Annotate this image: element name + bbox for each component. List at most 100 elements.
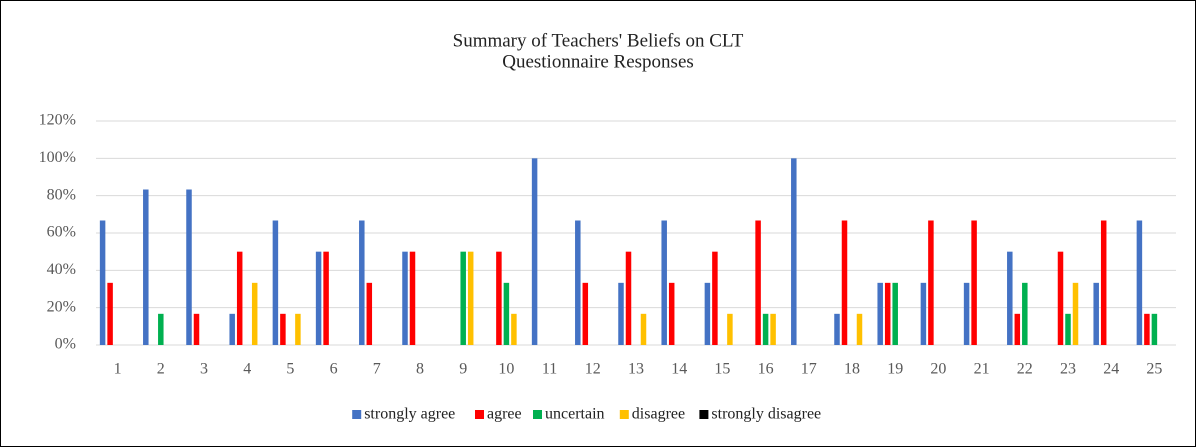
bar — [1072, 282, 1079, 345]
y-tick-label: 100% — [39, 149, 76, 166]
x-tick-label: 22 — [1017, 361, 1033, 378]
bar — [625, 251, 632, 345]
x-tick-label: 16 — [758, 361, 774, 378]
legend-swatch — [475, 410, 484, 419]
legend-label: disagree — [632, 406, 685, 423]
bar — [1144, 313, 1150, 345]
bar — [834, 313, 840, 345]
chart-title: Summary of Teachers' Beliefs on CLT — [453, 30, 744, 51]
bar — [158, 313, 164, 345]
bar — [920, 282, 927, 345]
bar — [503, 282, 510, 345]
bar — [1136, 220, 1143, 345]
bar — [99, 220, 106, 345]
bar — [884, 282, 891, 345]
bar — [1022, 282, 1028, 345]
bar — [402, 251, 408, 345]
bar — [575, 220, 581, 345]
y-tick-label: 80% — [47, 186, 76, 203]
bar — [892, 282, 898, 345]
bar — [661, 220, 667, 345]
bar — [496, 251, 502, 345]
bar — [251, 282, 258, 345]
bar — [971, 220, 977, 345]
x-tick-label: 11 — [542, 361, 557, 378]
x-tick-label: 3 — [200, 361, 208, 378]
legend-label: strongly agree — [364, 406, 455, 423]
bar — [640, 313, 647, 345]
bar — [511, 313, 517, 345]
bar — [366, 282, 373, 345]
x-tick-label: 23 — [1060, 361, 1076, 378]
y-tick-label: 120% — [39, 112, 76, 129]
y-tick-label: 0% — [55, 336, 76, 353]
bar — [762, 313, 769, 345]
y-tick-label: 40% — [47, 261, 76, 278]
bar — [712, 251, 718, 345]
bar — [467, 251, 474, 345]
x-tick-label: 6 — [330, 361, 338, 378]
bar — [877, 282, 883, 345]
x-tick-label: 24 — [1103, 361, 1119, 378]
x-tick-label: 8 — [416, 361, 424, 378]
bar — [928, 220, 934, 345]
x-tick-label: 19 — [887, 361, 903, 378]
y-tick-label: 20% — [47, 298, 76, 315]
x-tick-label: 21 — [974, 361, 990, 378]
bar — [143, 189, 149, 345]
legend-label: agree — [487, 406, 522, 423]
bar — [359, 220, 365, 345]
chart-subtitle: Questionnaire Responses — [502, 51, 694, 72]
legend-swatch — [352, 410, 362, 419]
x-tick-label: 1 — [114, 361, 122, 378]
bar — [107, 282, 113, 345]
bar — [582, 282, 589, 345]
bar — [236, 251, 243, 345]
bar — [186, 189, 192, 345]
legend-label: strongly disagree — [711, 406, 821, 423]
x-tick-label: 9 — [459, 361, 467, 378]
bar — [295, 313, 301, 345]
bar — [1151, 313, 1158, 345]
x-tick-label: 12 — [585, 361, 601, 378]
bar — [229, 313, 235, 345]
x-tick-label: 2 — [157, 361, 165, 378]
bar — [460, 251, 466, 345]
x-tick-label: 5 — [286, 361, 294, 378]
x-tick-label: 10 — [498, 361, 514, 378]
bar — [618, 282, 624, 345]
bar — [315, 251, 322, 345]
bar — [409, 251, 416, 345]
bar — [727, 313, 733, 345]
bar — [704, 282, 711, 345]
bar — [280, 313, 286, 345]
bar — [193, 313, 200, 345]
x-tick-label: 20 — [930, 361, 946, 378]
bar — [531, 158, 538, 345]
bar — [668, 282, 675, 345]
bar — [1100, 220, 1107, 345]
bar — [1007, 251, 1013, 345]
bar — [1093, 282, 1099, 345]
y-tick-label: 60% — [47, 224, 76, 241]
bar — [791, 158, 797, 345]
bar — [841, 220, 848, 345]
x-tick-label: 13 — [628, 361, 644, 378]
bar — [856, 313, 863, 345]
x-tick-label: 4 — [243, 361, 251, 378]
bar — [1057, 251, 1064, 345]
x-tick-label: 18 — [844, 361, 860, 378]
bar — [1065, 313, 1071, 345]
x-tick-label: 7 — [373, 361, 381, 378]
x-tick-label: 15 — [714, 361, 730, 378]
legend-swatch — [533, 410, 542, 419]
bar — [1014, 313, 1021, 345]
x-tick-label: 25 — [1146, 361, 1162, 378]
bar — [755, 220, 761, 345]
x-tick-label: 17 — [801, 361, 817, 378]
legend-label: uncertain — [545, 406, 605, 423]
bar — [963, 282, 970, 345]
x-tick-label: 14 — [671, 361, 687, 378]
